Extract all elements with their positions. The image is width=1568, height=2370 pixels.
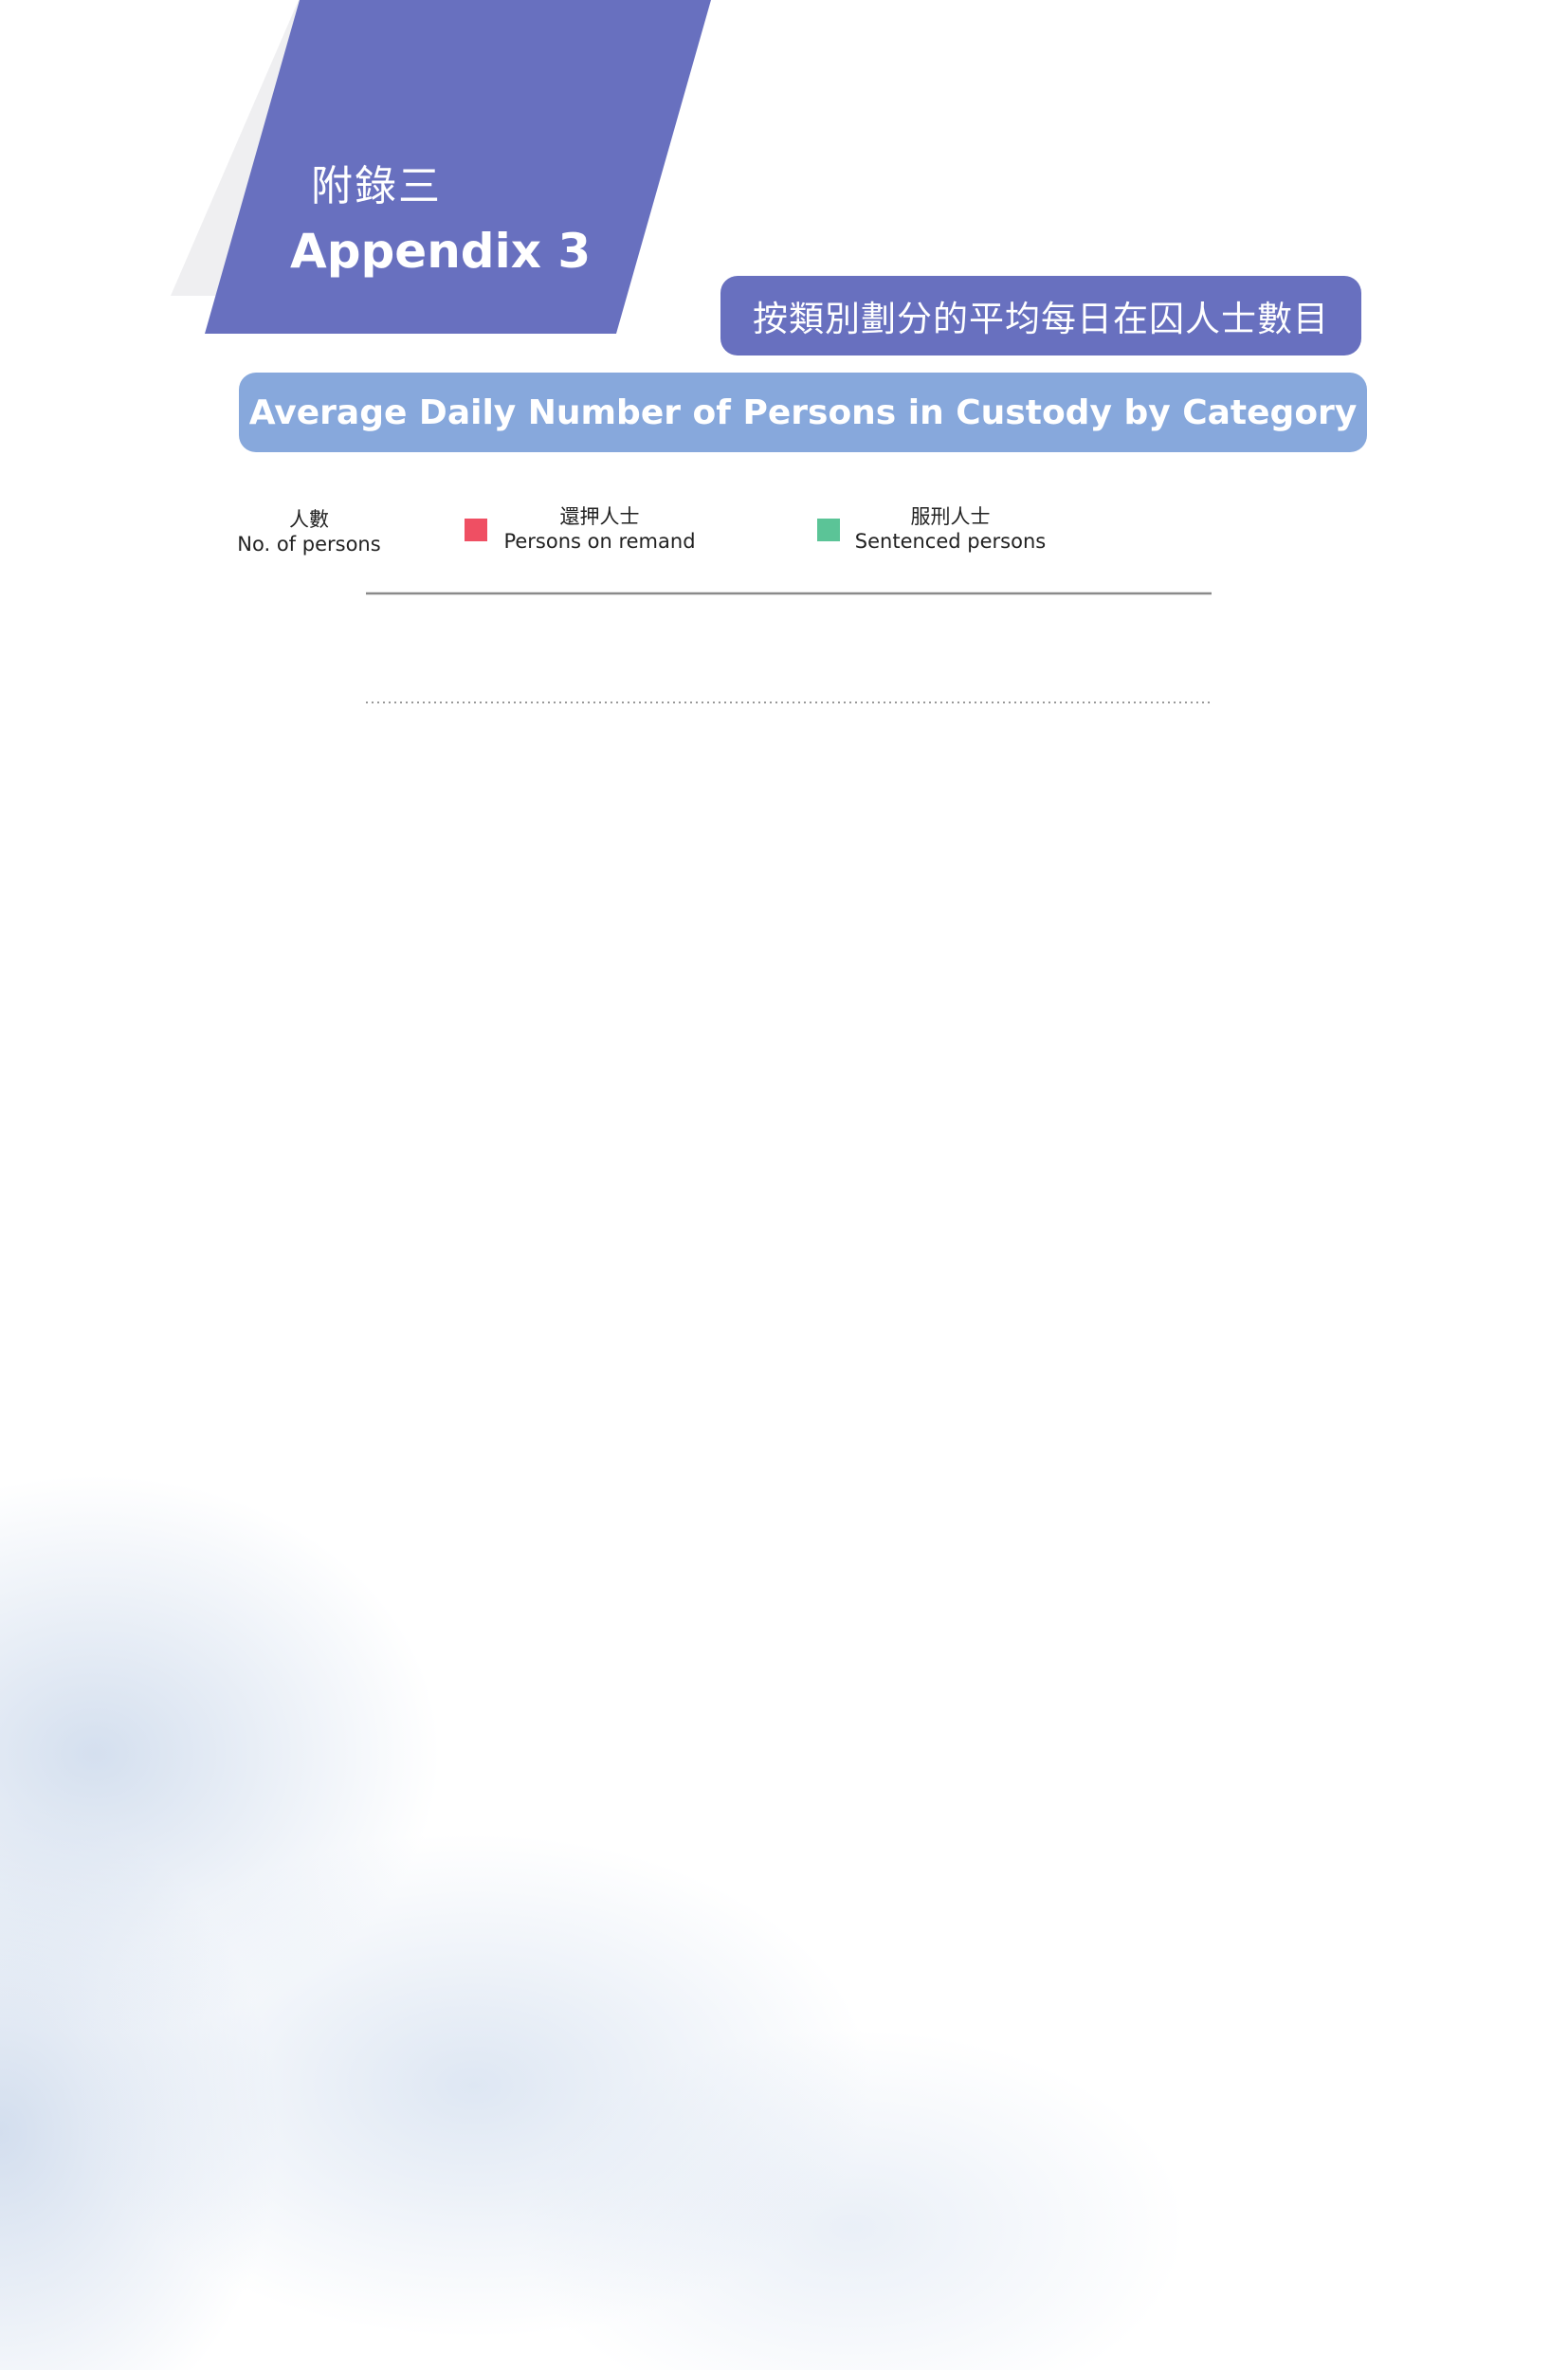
page-title-zh: 按類別劃分的平均每日在囚人士數目 (720, 276, 1361, 356)
legend-sentenced: 服刑人士 Sentenced persons (844, 504, 1057, 554)
appendix-label-en: Appendix 3 (290, 224, 592, 279)
legend-remand-en: Persons on remand (503, 530, 696, 553)
legend-sentenced-en: Sentenced persons (854, 530, 1047, 553)
appendix-label-zh: 附錄三 (311, 162, 442, 210)
watercolor-background (0, 1138, 1327, 2370)
legend-remand: 還押人士 Persons on remand (493, 504, 706, 554)
gridlines (366, 592, 1212, 703)
legend-swatch-sentenced (817, 519, 840, 541)
y-axis-title-zh: 人數 (289, 508, 329, 531)
legend-swatch-remand (465, 519, 487, 541)
legend-remand-zh: 還押人士 (559, 505, 640, 528)
stacked-bar-chart (366, 592, 1212, 703)
y-axis-title: 人數 No. of persons (224, 507, 394, 556)
legend-sentenced-zh: 服刑人士 (910, 505, 991, 528)
page-title-en: Average Daily Number of Persons in Custo… (239, 373, 1367, 452)
y-axis-title-en: No. of persons (237, 533, 381, 556)
appendix-banner (205, 0, 711, 334)
